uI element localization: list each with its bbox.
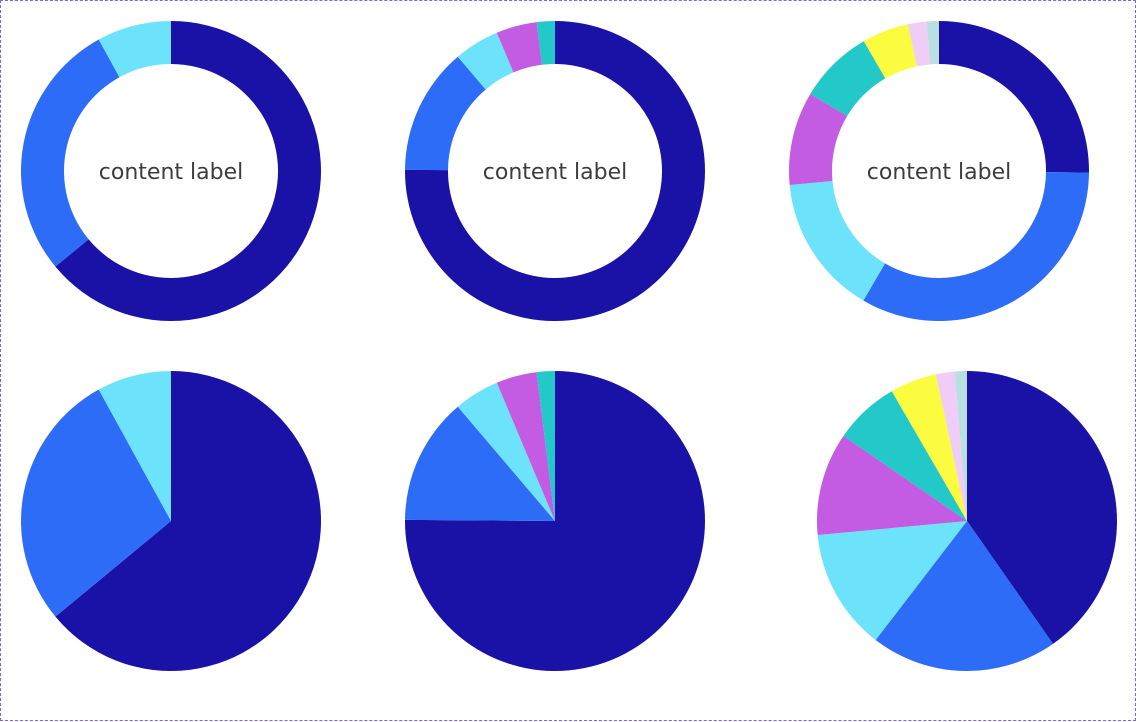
chart-1-center-label: content label — [99, 160, 243, 185]
chart-3-slice-3 — [790, 181, 885, 301]
pie-chart-2 — [405, 371, 705, 671]
donut-chart-2: content label — [405, 21, 705, 321]
pie-chart-3 — [817, 371, 1117, 671]
chart-3-slice-1 — [939, 21, 1089, 173]
chart-3-slice-2 — [863, 172, 1089, 321]
pie-chart-1 — [21, 371, 321, 671]
chart-2-center-label: content label — [483, 160, 627, 185]
chart-3-center-label: content label — [867, 160, 1011, 185]
donut-chart-3: content label — [789, 21, 1089, 321]
donut-chart-1: content label — [21, 21, 321, 321]
chart-1-slice-2 — [21, 40, 119, 267]
